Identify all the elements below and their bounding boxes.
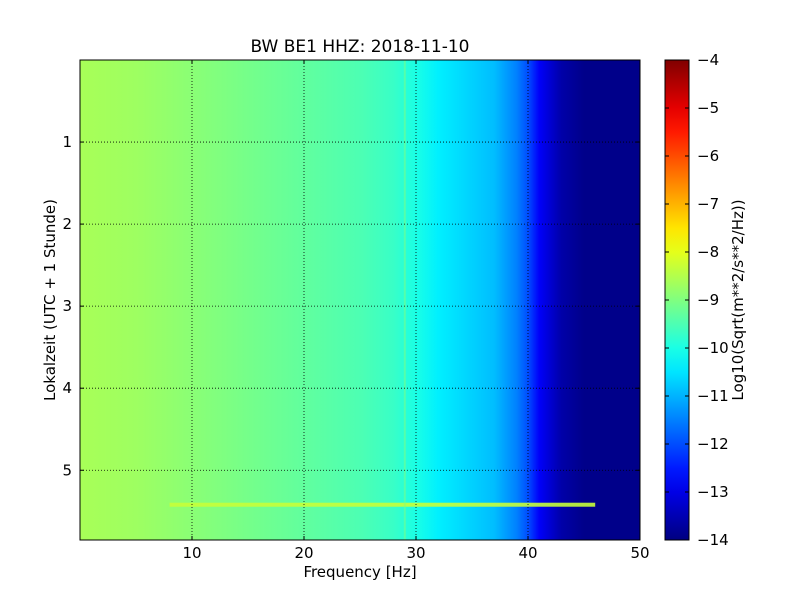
x-tick-label: 20 (294, 544, 313, 562)
colorbar-tick-label: −5 (697, 99, 719, 117)
colorbar-tick-label: −10 (697, 339, 729, 357)
colorbar-tick-label: −6 (697, 147, 719, 165)
colorbar-tick-label: −11 (697, 387, 729, 405)
horizontal-band (169, 502, 596, 507)
x-tick-label: 10 (182, 544, 201, 562)
colorbar-tick-label: −13 (697, 483, 729, 501)
colorbar-label: Log10(Sqrt(m**2/s**2/Hz)) (729, 199, 747, 400)
chart-title: BW BE1 HHZ: 2018-11-10 (250, 37, 469, 57)
x-axis-label: Frequency [Hz] (303, 563, 416, 581)
x-tick-label: 40 (518, 544, 537, 562)
spectrogram-features (169, 60, 596, 540)
y-tick-label: 1 (62, 133, 72, 151)
y-tick-label: 4 (62, 379, 72, 397)
colorbar-tick-label: −8 (697, 243, 719, 261)
y-tick-label: 5 (62, 461, 72, 479)
vertical-line (403, 60, 406, 540)
grid-lines (80, 60, 640, 540)
x-tick-label: 50 (630, 544, 649, 562)
y-tick-label: 3 (62, 297, 72, 315)
y-axis-label: Lokalzeit (UTC + 1 Stunde) (41, 199, 59, 401)
spectrogram-image (80, 60, 640, 540)
y-axis-ticks: 1 2 3 4 5 (62, 133, 640, 479)
colorbar-tick-label: −12 (697, 435, 729, 453)
colorbar-tick-label: −7 (697, 195, 719, 213)
x-axis-ticks: 10 20 30 40 50 (182, 60, 650, 562)
colorbar-tick-label: −9 (697, 291, 719, 309)
x-tick-label: 30 (406, 544, 425, 562)
colorbar-tick-label: −4 (697, 51, 719, 69)
colorbar-ticks: −4 −5 −6 −7 −8 −9 −10 −11 −12 −13 −14 (665, 51, 729, 549)
y-tick-label: 2 (62, 215, 72, 233)
plot-frame (79, 59, 641, 541)
colorbar-tick-label: −14 (697, 531, 729, 549)
